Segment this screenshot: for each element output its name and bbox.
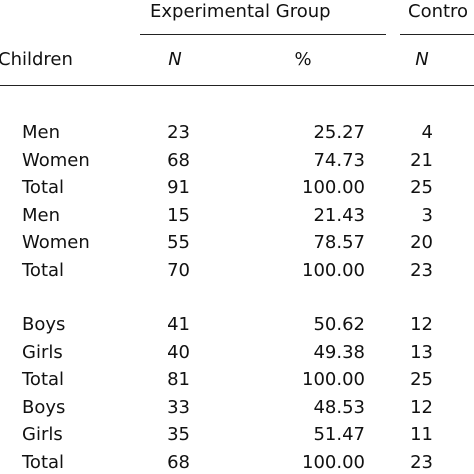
row-label: Boys [22,314,66,335]
row-label: Girls [22,424,63,445]
cell: 25.27 [313,122,365,143]
row-label: Total [22,451,65,473]
column-header: % [294,49,312,70]
cell: 74.73 [313,149,365,171]
cell: 12 [410,396,433,418]
rule [0,85,474,86]
cell: 48.53 [313,396,365,418]
row-label-header: Children [0,49,73,70]
cell: 21 [410,149,433,171]
cell: 12 [410,314,433,335]
cell: 100.00 [302,177,365,198]
cell: 40 [167,341,190,363]
row-label: Men [22,122,61,143]
group-header: Experimental Group [150,1,331,22]
cell: 91 [167,177,190,198]
row-label: Women [22,232,90,253]
cell: 23 [410,451,433,473]
cell: 55 [167,232,190,253]
cell: 78.57 [313,232,365,253]
cell: 49.38 [313,341,365,363]
rule [400,34,474,35]
cell: 35 [167,424,190,445]
cell: 33 [167,396,190,418]
cell: 81 [167,369,190,390]
cell: 13 [410,341,433,363]
cell: 25 [410,369,433,390]
column-header: N [168,49,182,70]
cell: 21.43 [313,204,365,226]
cell: 51.47 [313,424,365,445]
cell: 4 [421,122,433,143]
cell: 68 [167,149,190,171]
cell: 70 [167,259,190,281]
cell: 68 [167,451,190,473]
cell: 3 [421,204,433,226]
cell: 11 [410,424,433,445]
cell: 25 [410,177,433,198]
row-label: Boys [22,396,66,418]
row-label: Total [22,177,65,198]
cell: 15 [167,204,190,226]
cell: 41 [167,314,190,335]
group-header: Contro [408,1,469,22]
cell: 100.00 [302,451,365,473]
row-label: Total [22,369,65,390]
row-label: Women [22,149,90,171]
row-label: Total [22,259,65,281]
column-header: N [415,49,429,70]
cell: 50.62 [313,314,365,335]
cell: 100.00 [302,369,365,390]
cell: 23 [410,259,433,281]
cell: 100.00 [302,259,365,281]
row-label: Girls [22,341,63,363]
row-label: Men [22,204,61,226]
cell: 23 [167,122,190,143]
rule [140,34,386,35]
cell: 20 [410,232,433,253]
